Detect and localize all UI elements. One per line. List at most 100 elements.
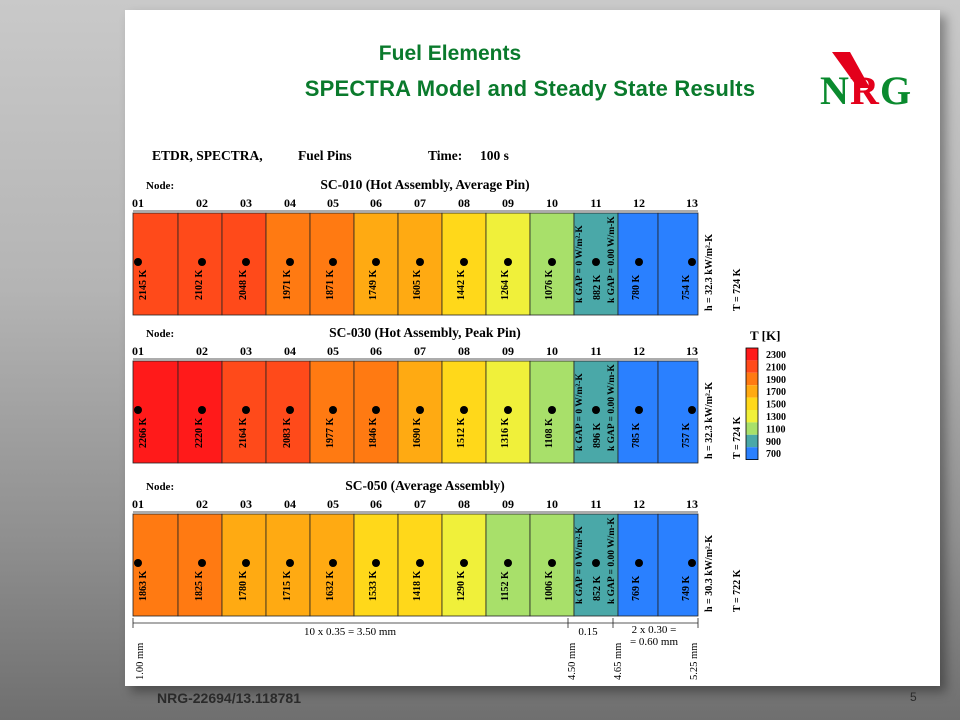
- footer-doc-id: NRG-22694/13.118781: [157, 690, 301, 706]
- node-dot: [372, 258, 380, 266]
- node-dot: [504, 406, 512, 414]
- node-dot: [504, 559, 512, 567]
- node-number: 09: [502, 196, 514, 210]
- node-temperature: 1076 K: [544, 270, 555, 301]
- node-number: 03: [240, 196, 252, 210]
- legend-label: 700: [766, 449, 781, 460]
- node-temperature: 2266 K: [138, 418, 149, 449]
- fuel-cell: [221, 212, 267, 316]
- node-number: 02: [196, 196, 208, 210]
- node-number: 10: [546, 344, 558, 358]
- legend-swatch: [746, 410, 758, 423]
- gap-conductance: k GAP = 0 W/m²-K: [575, 225, 585, 303]
- panel-title: SC-030 (Hot Assembly, Peak Pin): [329, 325, 521, 340]
- dimension-main: 10 x 0.35 = 3.50 mm: [304, 626, 397, 638]
- node-number: 04: [284, 196, 296, 210]
- node-number: 02: [196, 497, 208, 511]
- node-number: 01: [132, 497, 144, 511]
- node-temperature: 754 K: [681, 275, 692, 301]
- panel-title: SC-010 (Hot Assembly, Average Pin): [320, 177, 529, 192]
- slide-title: Fuel Elements: [378, 42, 522, 65]
- dimension-clad-2: = 0.60 mm: [630, 636, 679, 648]
- node-temperature: 1632 K: [325, 571, 336, 602]
- nrg-logo: N R G: [820, 52, 911, 110]
- gap-conductance: k GAP = 0 W/m²-K: [575, 526, 585, 604]
- node-number: 07: [414, 497, 426, 511]
- node-dot: [286, 406, 294, 414]
- node-dot: [504, 258, 512, 266]
- node-dot: [416, 406, 424, 414]
- dimension-mark: 5.25 mm: [689, 643, 700, 680]
- page-number: 5: [910, 690, 917, 704]
- node-temperature: 2048 K: [238, 270, 249, 301]
- node-temperature: 1290 K: [456, 571, 467, 602]
- node-dot: [416, 258, 424, 266]
- node-temperature: 1006 K: [544, 571, 555, 602]
- node-temperature: 1715 K: [282, 571, 293, 602]
- panel-2: Node: SC-030 (Hot Assembly, Peak Pin) 01 02…: [132, 325, 743, 464]
- node-dot: [286, 559, 294, 567]
- legend-swatch: [746, 360, 758, 373]
- node-dot: [635, 559, 643, 567]
- node-number: 09: [502, 497, 514, 511]
- legend-label: 1700: [766, 387, 786, 398]
- node-dot: [460, 258, 468, 266]
- node-number: 11: [590, 344, 601, 358]
- panel-3: Node: SC-050 (Average Assembly) 01 02 03 04 05…: [132, 478, 743, 617]
- gap-conductivity: k GAP = 0.00 W/m-K: [607, 216, 617, 303]
- legend-label: 1100: [766, 424, 785, 435]
- node-dot: [635, 406, 643, 414]
- header-time-value: 100 s: [480, 148, 509, 163]
- header-time-label: Time:: [428, 148, 462, 163]
- node-temperature: 1749 K: [368, 270, 379, 301]
- node-temperature: 1418 K: [412, 571, 423, 602]
- coolant-temperature: T = 724 K: [732, 268, 743, 311]
- header-middle: Fuel Pins: [298, 148, 352, 163]
- node-temperature: 1533 K: [368, 571, 379, 602]
- legend-label: 1900: [766, 375, 786, 386]
- coolant-temperature: T = 722 K: [732, 569, 743, 612]
- legend-swatch: [746, 422, 758, 435]
- node-dot: [460, 406, 468, 414]
- node-dot: [372, 406, 380, 414]
- legend-swatch: [746, 397, 758, 410]
- node-dot: [548, 406, 556, 414]
- slide-subtitle: SPECTRA Model and Steady State Results: [304, 76, 756, 101]
- node-temperature: 1108 K: [544, 418, 555, 448]
- node-temperature: 1152 K: [500, 571, 511, 601]
- node-temperature: 896 K: [592, 423, 603, 449]
- node-temperature: 2145 K: [138, 270, 149, 301]
- node-temperature: 2220 K: [194, 418, 205, 449]
- dimension-mark: 4.65 mm: [613, 643, 624, 680]
- coolant-temperature: T = 724 K: [732, 416, 743, 459]
- dimension-gap: 0.15: [578, 626, 598, 638]
- node-dot: [242, 559, 250, 567]
- node-number: 10: [546, 196, 558, 210]
- node-number: 13: [686, 196, 698, 210]
- legend-label: 2300: [766, 350, 786, 361]
- node-temperature: 1264 K: [500, 270, 511, 301]
- node-number: 12: [633, 196, 645, 210]
- node-dot: [688, 258, 696, 266]
- node-dot: [592, 258, 600, 266]
- node-temperature: 1971 K: [282, 270, 293, 301]
- node-number: 10: [546, 497, 558, 511]
- node-number: 05: [327, 196, 339, 210]
- node-label: Node:: [146, 328, 174, 340]
- legend-swatch: [746, 447, 758, 460]
- legend-swatch: [746, 385, 758, 398]
- node-dot: [329, 559, 337, 567]
- node-number: 08: [458, 344, 470, 358]
- node-label: Node:: [146, 180, 174, 192]
- node-temperature: 1977 K: [325, 418, 336, 449]
- node-dot: [198, 406, 206, 414]
- node-number: 13: [686, 344, 698, 358]
- legend-label: 900: [766, 437, 781, 448]
- node-dot: [134, 559, 142, 567]
- node-dot: [134, 258, 142, 266]
- node-temperature: 1780 K: [238, 571, 249, 602]
- node-dot: [198, 559, 206, 567]
- node-dot: [372, 559, 380, 567]
- node-temperature: 2164 K: [238, 418, 249, 449]
